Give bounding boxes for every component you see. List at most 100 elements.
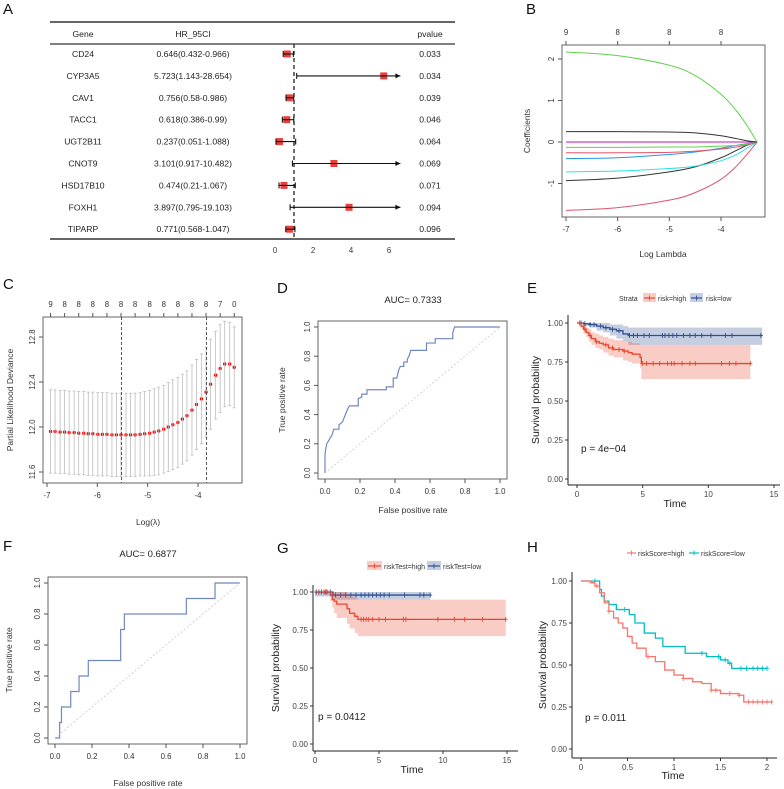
g-y-tick-label: 1.00 — [292, 588, 308, 597]
g-survival-curve — [315, 591, 506, 621]
c-x-axis-title: Log(λ) — [136, 517, 160, 527]
c-top-tick-label: 8 — [91, 300, 95, 309]
forest-header-hr: HR_95CI — [175, 29, 210, 39]
b-x-tick-label: -5 — [666, 225, 674, 234]
b-x-tick-label: -7 — [563, 225, 570, 234]
forest-pvalue: 0.046 — [419, 115, 441, 125]
d-y-tick-label: 0.8 — [303, 351, 312, 362]
f-y-tick-label: 0.4 — [33, 670, 42, 682]
g-legend-key-fill — [427, 561, 441, 570]
c-x-tick-label: -7 — [44, 491, 51, 500]
c-y-tick-label: 12.0 — [28, 419, 37, 435]
b-x-axis-title: Log Lambda — [639, 249, 687, 259]
d-y-tick-label: 0.4 — [303, 409, 312, 421]
d-y-axis-title: True positive rate — [277, 367, 287, 433]
g-legend-key-fill — [367, 561, 382, 570]
forest-gene-label: CNOT9 — [68, 159, 97, 169]
g-legend-high: riskTest=high — [384, 564, 425, 571]
e-x-tick-label: 0 — [575, 490, 580, 499]
forest-gene-label: UGT2B11 — [64, 137, 102, 147]
c-top-tick-label: 8 — [204, 300, 208, 309]
h-y-tick-label: 1.00 — [551, 577, 567, 586]
forest-hr-ci: 3.101(0.917-10.482) — [154, 159, 232, 169]
c-y-tick-label: 12.4 — [28, 374, 37, 390]
c-top-tick-label: 8 — [119, 300, 123, 309]
e-x-tick-label: 5 — [640, 490, 645, 499]
e-legend-low: risk=low — [706, 296, 732, 303]
h-x-tick-label: 0 — [579, 763, 584, 772]
b-top-tick-label: 8 — [719, 28, 723, 37]
panel-label-d: D — [277, 280, 288, 297]
e-ci-band — [577, 323, 751, 380]
e-ci-band — [577, 323, 763, 345]
forest-header-gene: Gene — [72, 29, 93, 39]
coefficient-path — [565, 131, 758, 143]
forest-gene-label: FOXH1 — [69, 202, 98, 212]
h-x-tick-label: 2 — [765, 763, 770, 772]
g-legend-low: riskTest=low — [443, 564, 482, 571]
forest-hr-ci: 0.474(0.21-1.067) — [159, 180, 227, 190]
g-y-axis-title: Survival probability — [270, 623, 282, 712]
c-top-tick-label: 8 — [62, 300, 66, 309]
h-y-tick-label: 0.50 — [551, 661, 567, 670]
f-x-axis-title: False positive rate — [114, 778, 183, 788]
g-y-tick-label: 0.00 — [292, 740, 308, 749]
f-diagonal-reference — [54, 582, 241, 739]
b-y-tick-label: 1 — [547, 98, 556, 102]
c-top-tick-label: 8 — [176, 300, 180, 309]
h-x-axis-title: Time — [662, 770, 685, 782]
forest-gene-label: CYP3A5 — [67, 71, 100, 81]
c-y-tick-label: 12.8 — [28, 329, 37, 344]
b-top-tick-label: 9 — [564, 28, 568, 37]
panel-label-a: A — [3, 1, 13, 18]
e-x-tick-label: 10 — [704, 490, 713, 499]
c-top-tick-label: 8 — [105, 300, 109, 309]
b-top-tick-label: 8 — [615, 28, 619, 37]
d-title: AUC= 0.7333 — [384, 295, 441, 306]
c-top-tick-label: 8 — [190, 300, 194, 309]
coefficient-path — [565, 51, 758, 143]
d-x-tick-label: 0.6 — [425, 487, 436, 496]
e-pvalue: p = 4e−04 — [581, 444, 626, 455]
forest-hr-ci: 0.646(0.432-0.966) — [156, 49, 229, 59]
c-x-tick-label: -4 — [195, 491, 203, 500]
f-x-tick-label: 0.4 — [124, 752, 136, 761]
d-y-tick-label: 0.2 — [303, 438, 312, 449]
e-legend-key-fill — [643, 293, 656, 302]
d-roc-curve — [324, 326, 500, 473]
g-x-tick-label: 5 — [377, 756, 382, 765]
d-x-axis-title: False positive rate — [379, 505, 448, 515]
f-plot-box — [47, 576, 248, 745]
f-y-axis-title: True positive rate — [4, 627, 14, 693]
forest-hr-ci: 0.771(0.568-1.047) — [156, 224, 229, 234]
f-y-tick-label: 0.0 — [33, 732, 42, 744]
h-survival-curve — [581, 580, 767, 670]
g-x-tick-label: 15 — [503, 756, 512, 765]
c-top-tick-label: 7 — [218, 300, 222, 309]
panel-label-h: H — [527, 539, 538, 556]
c-top-tick-label: 8 — [77, 300, 81, 309]
b-y-tick-label: -1 — [547, 180, 556, 187]
e-y-tick-label: 0.25 — [547, 436, 563, 445]
panel-label-e: E — [527, 280, 537, 297]
d-y-tick-label: 1.0 — [303, 321, 312, 333]
f-y-tick-label: 1.0 — [33, 577, 42, 589]
forest-gene-label: HSD17B10 — [62, 180, 105, 190]
f-y-tick-label: 0.6 — [33, 640, 42, 651]
g-y-tick-label: 0.25 — [292, 702, 308, 711]
forest-gene-label: CD24 — [72, 49, 94, 59]
h-y-tick-label: 0.75 — [551, 619, 567, 628]
h-legend-low: riskScore=low — [701, 551, 746, 558]
forest-hr-ci: 0.756(0.58-0.986) — [159, 93, 227, 103]
e-legend-title: Strata — [619, 296, 638, 303]
coefficient-path — [565, 141, 758, 182]
forest-pvalue: 0.034 — [419, 71, 441, 81]
g-pvalue: p = 0.0412 — [318, 712, 366, 723]
coefficient-path — [565, 141, 758, 211]
g-y-tick-label: 0.75 — [292, 626, 308, 635]
d-x-tick-label: 0.8 — [460, 487, 471, 496]
c-y-axis-title: Partial Likelihood Deviance — [5, 348, 15, 451]
c-top-tick-label: 8 — [148, 300, 152, 309]
e-legend-high: risk=high — [658, 296, 686, 303]
